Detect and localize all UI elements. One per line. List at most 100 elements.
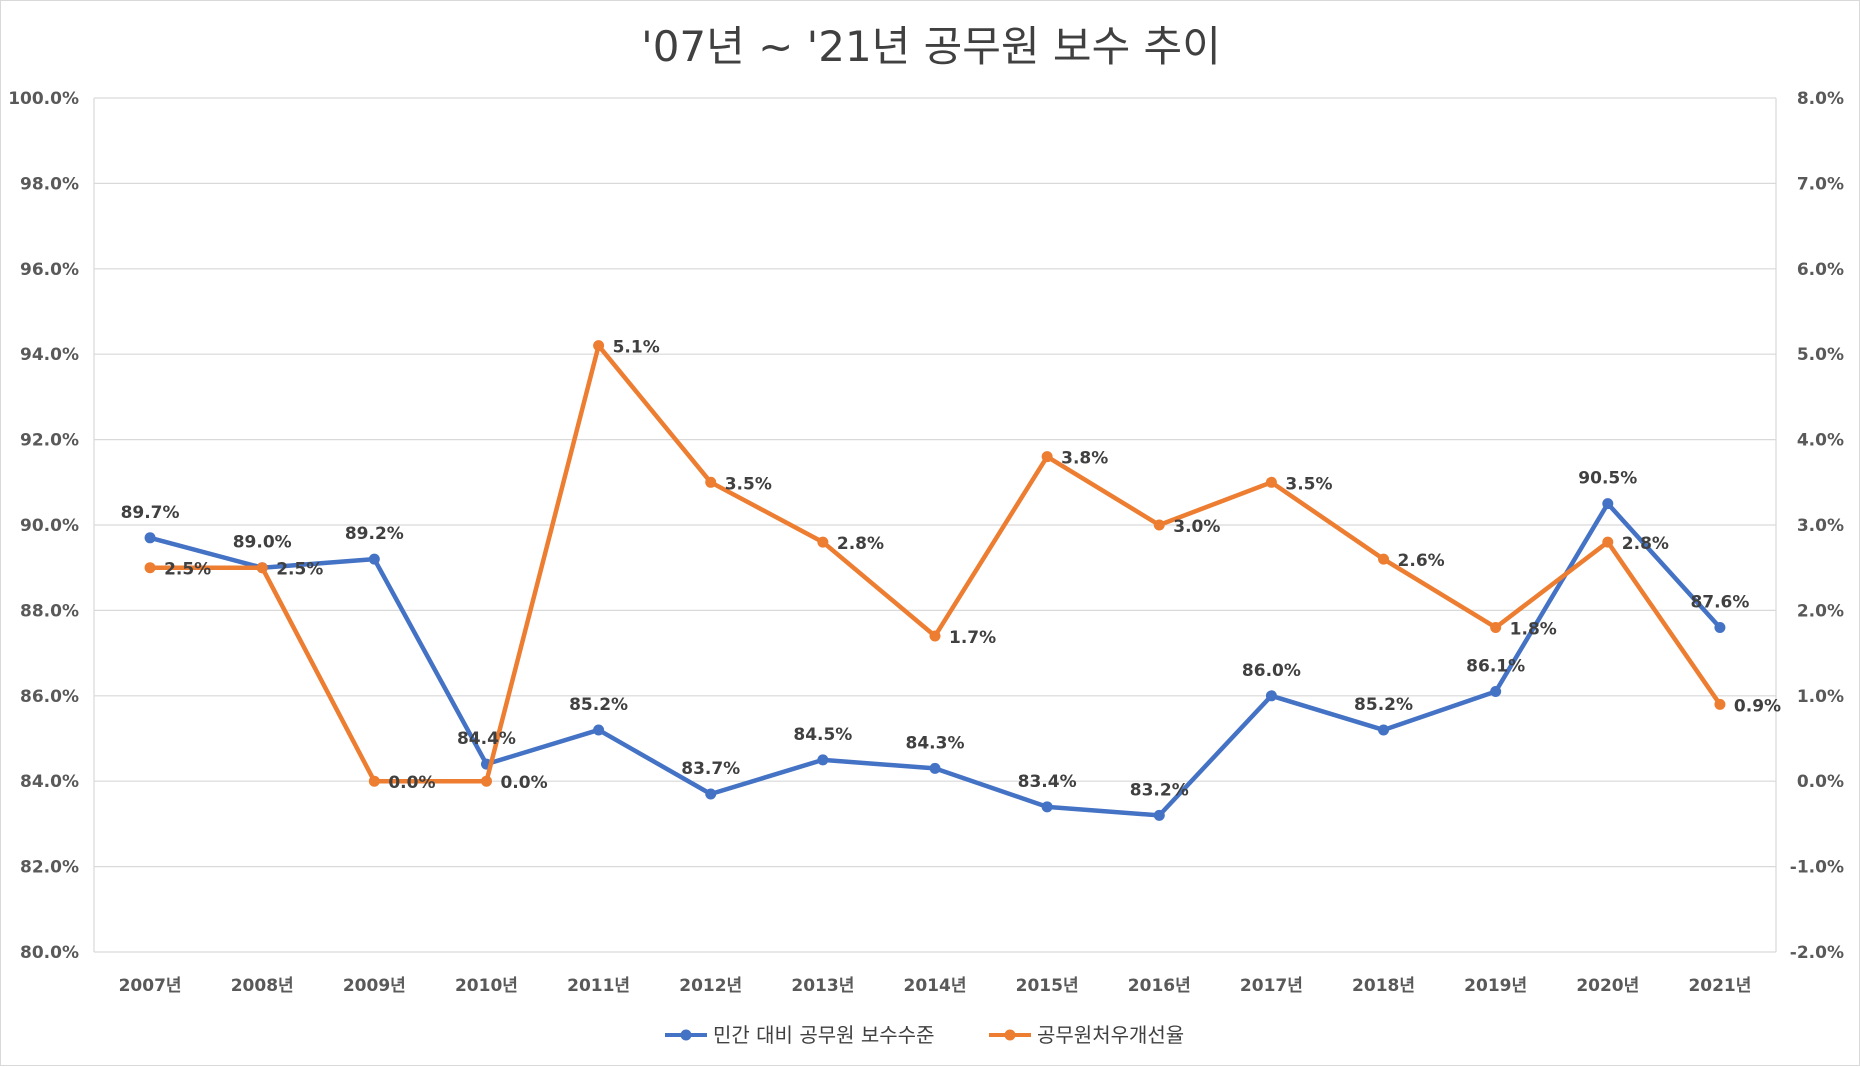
right-tick-label: 7.0% <box>1797 174 1844 194</box>
data-point-orange[interactable] <box>817 536 829 548</box>
x-tick-label: 2017년 <box>1240 976 1303 996</box>
legend-label-blue: 민간 대비 공무원 보수수준 <box>713 1023 934 1047</box>
data-point-orange[interactable] <box>368 775 380 787</box>
data-point-orange[interactable] <box>1378 553 1390 565</box>
data-point-blue[interactable] <box>705 788 717 800</box>
data-point-blue[interactable] <box>368 553 380 565</box>
data-point-orange[interactable] <box>1490 621 1502 633</box>
data-label-blue: 84.3% <box>906 733 965 753</box>
data-label-blue: 83.4% <box>1018 772 1077 792</box>
legend-entry-orange[interactable]: 공무원처우개선율 <box>989 1023 1184 1047</box>
data-point-blue[interactable] <box>1041 801 1053 813</box>
right-tick-label: 0.0% <box>1797 772 1844 792</box>
data-label-blue: 85.2% <box>1354 695 1413 715</box>
data-label-orange: 3.5% <box>1285 474 1332 494</box>
legend-entry-blue[interactable]: 민간 대비 공무원 보수수준 <box>665 1023 934 1047</box>
x-tick-label: 2019년 <box>1464 976 1527 996</box>
data-point-blue[interactable] <box>817 754 829 766</box>
left-tick-label: 84.0% <box>20 772 79 792</box>
right-tick-label: 6.0% <box>1797 260 1844 280</box>
data-labels: 89.7% 89.0% 89.2% 84.4% 85.2% 83.7% 84.5% 84.3%… <box>121 338 1782 801</box>
left-tick-label: 100.0% <box>8 89 79 109</box>
data-point-blue[interactable] <box>1490 686 1502 698</box>
legend-marker-orange <box>1004 1029 1016 1041</box>
data-label-orange: 0.9% <box>1734 696 1781 716</box>
data-label-orange: 0.0% <box>500 773 547 793</box>
x-tick-label: 2007년 <box>119 976 182 996</box>
series-layer <box>144 340 1726 821</box>
data-label-orange: 0.0% <box>388 773 435 793</box>
x-tick-label: 2015년 <box>1016 976 1079 996</box>
right-y-axis: -2.0% -1.0% 0.0% 1.0% 2.0% 3.0% 4.0% 5.0% 6.0% 7.… <box>1790 89 1844 963</box>
left-tick-label: 80.0% <box>20 943 79 963</box>
data-point-orange[interactable] <box>705 476 717 488</box>
data-label-blue: 89.7% <box>121 503 180 523</box>
data-label-orange: 3.8% <box>1061 449 1108 469</box>
data-label-orange: 2.5% <box>164 560 211 580</box>
data-label-blue: 86.1% <box>1466 657 1525 677</box>
data-point-orange[interactable] <box>1041 451 1053 463</box>
data-point-orange[interactable] <box>1265 476 1277 488</box>
x-tick-label: 2009년 <box>343 976 406 996</box>
data-point-orange[interactable] <box>929 630 941 642</box>
data-point-blue[interactable] <box>144 532 156 544</box>
chart-title: '07년 ~ '21년 공무원 보수 추이 <box>641 22 1221 71</box>
data-point-blue[interactable] <box>929 762 941 774</box>
left-tick-label: 94.0% <box>20 345 79 365</box>
data-point-orange[interactable] <box>1602 536 1614 548</box>
x-tick-label: 2010년 <box>455 976 518 996</box>
data-label-blue: 86.0% <box>1242 661 1301 681</box>
legend-label-orange: 공무원처우개선율 <box>1037 1023 1184 1047</box>
left-tick-label: 96.0% <box>20 260 79 280</box>
legend-marker-blue <box>680 1029 692 1041</box>
right-tick-label: -2.0% <box>1790 943 1844 963</box>
data-point-orange[interactable] <box>480 775 492 787</box>
data-point-blue[interactable] <box>593 724 605 736</box>
data-label-orange: 2.8% <box>1622 534 1669 554</box>
right-tick-label: 8.0% <box>1797 89 1844 109</box>
data-label-blue: 89.0% <box>233 533 292 553</box>
left-tick-label: 98.0% <box>20 174 79 194</box>
data-label-orange: 3.5% <box>725 474 772 494</box>
data-point-blue[interactable] <box>1602 498 1614 510</box>
left-tick-label: 86.0% <box>20 687 79 707</box>
data-label-blue: 90.5% <box>1578 469 1637 489</box>
data-label-blue: 84.4% <box>457 729 516 749</box>
data-point-blue[interactable] <box>1378 724 1390 736</box>
x-tick-label: 2020년 <box>1576 976 1639 996</box>
data-label-orange: 2.5% <box>276 560 323 580</box>
data-point-orange[interactable] <box>1153 519 1165 531</box>
data-label-blue: 87.6% <box>1690 592 1749 612</box>
x-tick-label: 2014년 <box>904 976 967 996</box>
data-label-blue: 83.7% <box>681 759 740 779</box>
data-point-orange[interactable] <box>1714 698 1726 710</box>
x-axis: 2007년 2008년 2009년 2010년 2011년 2012년 2013년 2014년… <box>119 976 1752 996</box>
left-y-axis: 80.0% 82.0% 84.0% 86.0% 88.0% 90.0% 92.0% 94.0%… <box>8 89 79 963</box>
data-point-orange[interactable] <box>593 340 605 352</box>
data-label-orange: 2.8% <box>837 534 884 554</box>
data-point-orange[interactable] <box>144 562 156 574</box>
data-label-blue: 85.2% <box>569 695 628 715</box>
data-label-orange: 1.7% <box>949 628 996 648</box>
x-tick-label: 2013년 <box>791 976 854 996</box>
x-tick-label: 2011년 <box>567 976 630 996</box>
data-label-blue: 83.2% <box>1130 780 1189 800</box>
right-tick-label: 2.0% <box>1797 601 1844 621</box>
data-point-orange[interactable] <box>256 562 268 574</box>
data-point-blue[interactable] <box>1153 809 1165 821</box>
left-tick-label: 82.0% <box>20 858 79 878</box>
data-point-blue[interactable] <box>1265 690 1277 702</box>
x-tick-label: 2012년 <box>679 976 742 996</box>
data-label-orange: 5.1% <box>613 338 660 358</box>
right-tick-label: 4.0% <box>1797 431 1844 451</box>
data-label-orange: 3.0% <box>1173 517 1220 537</box>
data-label-blue: 84.5% <box>793 725 852 745</box>
data-label-orange: 2.6% <box>1398 551 1445 571</box>
legend[interactable]: 민간 대비 공무원 보수수준 공무원처우개선율 <box>665 1023 1184 1047</box>
data-point-blue[interactable] <box>1714 621 1726 633</box>
left-tick-label: 88.0% <box>20 601 79 621</box>
left-tick-label: 92.0% <box>20 431 79 451</box>
right-tick-label: 3.0% <box>1797 516 1844 536</box>
